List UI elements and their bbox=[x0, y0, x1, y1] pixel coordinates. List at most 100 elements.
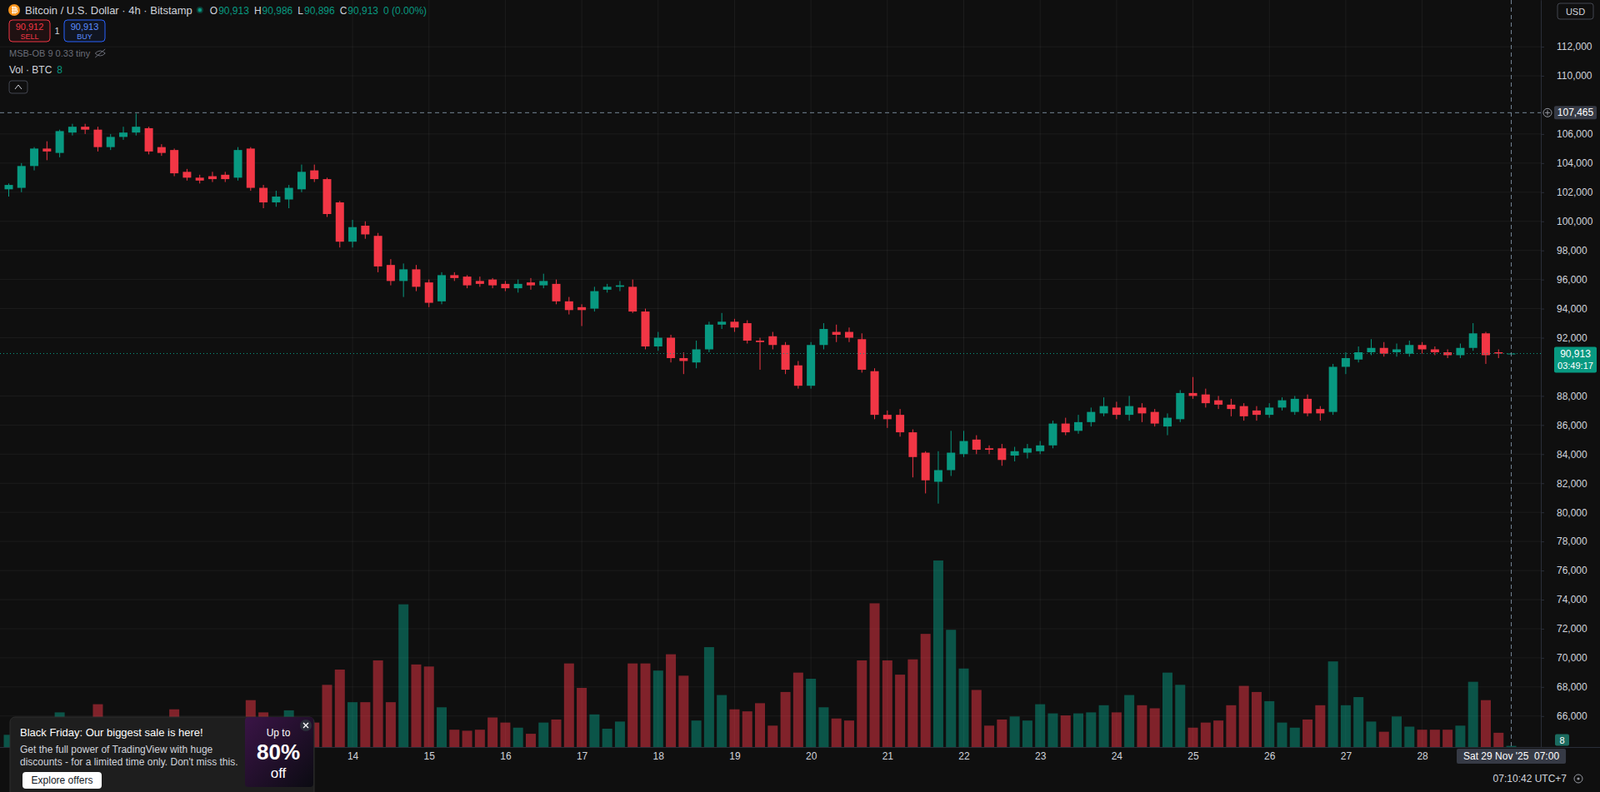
candle-body bbox=[1214, 400, 1223, 405]
grid-line-v bbox=[1269, 0, 1270, 748]
candle-body bbox=[1137, 407, 1146, 414]
candle bbox=[170, 148, 179, 176]
settings-icon-dot[interactable] bbox=[1576, 777, 1580, 780]
ohlc-value: 90,913 bbox=[347, 5, 379, 17]
sell-button[interactable]: 90,912SELL bbox=[9, 20, 50, 42]
candle bbox=[1023, 444, 1032, 459]
candle bbox=[1112, 401, 1121, 420]
explore-offers-button[interactable] bbox=[22, 772, 102, 790]
candle bbox=[93, 126, 102, 152]
candle bbox=[628, 280, 637, 314]
candle bbox=[526, 278, 535, 290]
x-tick: 21 bbox=[882, 747, 895, 763]
y-tick-label: 102,000 bbox=[1556, 186, 1594, 199]
candle bbox=[1303, 395, 1312, 417]
candle-body bbox=[1341, 358, 1350, 367]
candle bbox=[1430, 346, 1440, 355]
volume-legend-value: 8 bbox=[56, 64, 63, 76]
candle-body bbox=[348, 227, 357, 242]
candle bbox=[285, 185, 294, 209]
candle bbox=[934, 451, 943, 505]
candle-wick bbox=[886, 410, 888, 429]
volume-bar bbox=[449, 730, 460, 748]
candle bbox=[1392, 344, 1401, 358]
candle-body bbox=[755, 340, 765, 343]
candle-body bbox=[615, 285, 625, 288]
candle bbox=[1405, 340, 1414, 357]
candle bbox=[1100, 397, 1109, 417]
candle-body bbox=[960, 441, 969, 455]
candle bbox=[1329, 364, 1338, 415]
volume-bar bbox=[959, 669, 970, 748]
crosshair-price-label: 107,465 bbox=[1557, 106, 1595, 119]
candle-body bbox=[157, 147, 166, 154]
candle-body bbox=[1418, 345, 1427, 350]
candle-body bbox=[374, 235, 383, 267]
x-tick-label: 19 bbox=[729, 750, 741, 763]
candle-body bbox=[323, 179, 332, 215]
grid-line-h bbox=[0, 308, 1541, 310]
candle-body bbox=[743, 323, 752, 341]
sell-button-box[interactable] bbox=[9, 20, 50, 42]
y-tick: 70,000 bbox=[1540, 652, 1588, 665]
y-tick: 82,000 bbox=[1540, 478, 1588, 490]
last-price-box bbox=[1554, 347, 1597, 374]
candle-body bbox=[1201, 395, 1210, 404]
currency-label[interactable]: USD bbox=[1565, 6, 1585, 17]
y-tick: 112,000 bbox=[1540, 40, 1593, 53]
buy-button[interactable]: 90,913BUY bbox=[64, 20, 105, 42]
candle bbox=[819, 323, 828, 350]
buy-label[interactable]: BUY bbox=[76, 32, 93, 41]
collapse-button[interactable] bbox=[9, 80, 28, 94]
x-tick: 23 bbox=[1035, 747, 1047, 763]
buy-price[interactable]: 90,913 bbox=[70, 21, 100, 32]
candle bbox=[335, 200, 345, 248]
candle-body bbox=[259, 188, 268, 203]
volume-bar bbox=[920, 634, 931, 748]
explore-offers-label[interactable]: Explore offers bbox=[31, 775, 94, 787]
volume-bar bbox=[1035, 705, 1045, 748]
currency-button[interactable] bbox=[1557, 3, 1594, 20]
volume-bar bbox=[882, 660, 893, 748]
x-tick-label: 28 bbox=[1416, 750, 1429, 763]
candle bbox=[730, 319, 739, 333]
volume-value-box bbox=[1555, 735, 1570, 747]
volume-bar bbox=[1340, 705, 1351, 748]
candle-wick bbox=[1498, 349, 1500, 358]
settings-icon[interactable] bbox=[1574, 775, 1583, 784]
crosshair-price-box bbox=[1554, 105, 1597, 120]
grid-line-h bbox=[0, 657, 1541, 659]
promo-close-icon[interactable] bbox=[303, 723, 309, 729]
candle-body bbox=[1150, 412, 1160, 425]
grid-line-v bbox=[352, 0, 354, 748]
grid-line-v bbox=[1040, 0, 1041, 748]
volume-bar bbox=[525, 734, 536, 748]
promo-badge-value: 80% bbox=[256, 740, 300, 765]
candle bbox=[30, 147, 39, 171]
volume-bar bbox=[1264, 701, 1275, 748]
y-tick: 100,000 bbox=[1540, 215, 1594, 228]
volume-bar bbox=[1455, 725, 1465, 748]
y-tick: 66,000 bbox=[1540, 710, 1588, 723]
promo-close-button[interactable] bbox=[300, 720, 312, 732]
buy-button-box[interactable] bbox=[64, 20, 105, 42]
grid-line-v bbox=[581, 0, 583, 748]
candle-body bbox=[5, 185, 14, 190]
candle bbox=[1455, 344, 1465, 359]
volume-bar bbox=[385, 702, 396, 748]
candle bbox=[131, 113, 140, 135]
collapse-icon[interactable] bbox=[15, 85, 22, 90]
y-tick-label: 86,000 bbox=[1556, 420, 1588, 432]
sell-price[interactable]: 90,912 bbox=[15, 21, 45, 32]
candle-body bbox=[55, 130, 65, 153]
candle-body bbox=[425, 282, 434, 303]
volume-bar bbox=[1251, 692, 1262, 748]
candle-body bbox=[946, 453, 955, 471]
candle bbox=[1214, 395, 1223, 410]
candle-body bbox=[1392, 349, 1401, 352]
candle bbox=[374, 233, 383, 273]
sell-label[interactable]: SELL bbox=[20, 32, 39, 41]
y-tick-label: 66,000 bbox=[1556, 710, 1588, 723]
candle-body bbox=[1125, 406, 1134, 415]
grid-line-v bbox=[1345, 0, 1346, 748]
